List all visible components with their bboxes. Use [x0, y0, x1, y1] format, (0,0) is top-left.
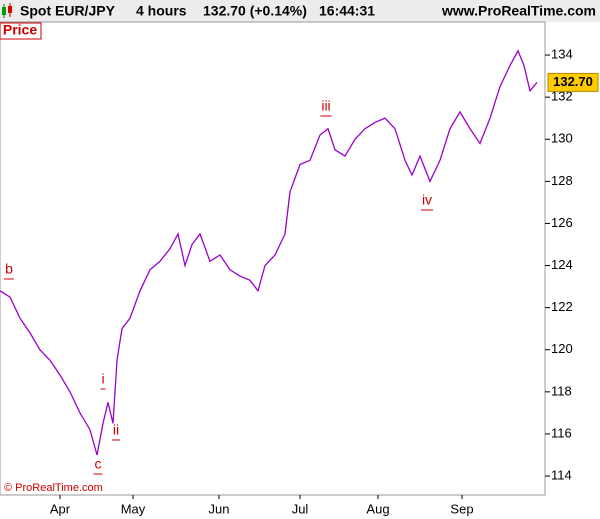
- x-tick-label: May: [121, 501, 146, 516]
- wave-label: i: [101, 371, 104, 387]
- candle-icon: [2, 3, 12, 18]
- y-tick-label: 126: [551, 215, 573, 230]
- x-tick-label: Apr: [50, 501, 71, 516]
- x-tick-label: Jun: [209, 501, 230, 516]
- panel-label: Price: [3, 22, 37, 38]
- price-change: 132.70 (+0.14%): [203, 3, 307, 19]
- last-price-box: [547, 72, 599, 92]
- y-tick-label: 116: [551, 425, 572, 440]
- wave-label: b: [5, 261, 13, 277]
- x-tick-label: Jul: [292, 501, 309, 516]
- y-tick-label: 134: [551, 46, 573, 61]
- y-tick-label: 124: [551, 257, 573, 272]
- instrument: Spot EUR/JPY: [20, 3, 116, 19]
- wave-label: ii: [113, 422, 119, 438]
- timeframe: 4 hours: [136, 3, 187, 19]
- panel-label-box: [0, 22, 42, 40]
- x-tick-label: Aug: [366, 501, 389, 516]
- y-tick-label: 118: [551, 383, 572, 398]
- y-tick-label: 122: [551, 299, 573, 314]
- copyright: © ProRealTime.com: [4, 482, 103, 494]
- y-tick-label: 132: [551, 89, 573, 104]
- header-bar: [0, 0, 600, 22]
- y-tick-label: 128: [551, 173, 573, 188]
- y-tick-label: 130: [551, 131, 573, 146]
- price-line: [0, 49, 538, 456]
- wave-label: iv: [422, 192, 432, 208]
- y-tick-label: 114: [551, 467, 572, 482]
- y-tick-label: 120: [551, 341, 573, 356]
- x-tick-label: Sep: [450, 501, 473, 516]
- site: www.ProRealTime.com: [441, 3, 596, 19]
- wave-label: iii: [321, 98, 330, 114]
- last-price-label: 132.70: [553, 74, 593, 89]
- time: 16:44:31: [319, 3, 375, 19]
- wave-label: c: [95, 456, 102, 472]
